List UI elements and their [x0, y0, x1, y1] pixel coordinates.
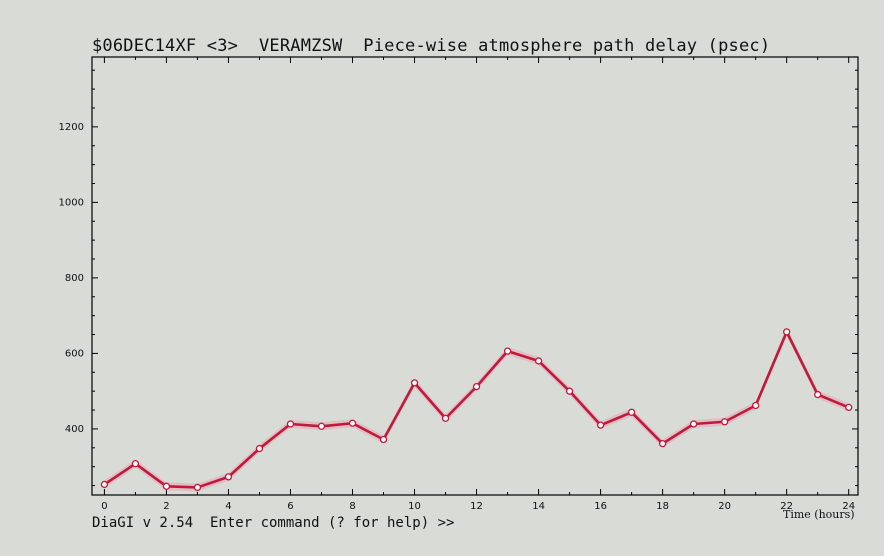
x-tick-label: 14: [532, 501, 545, 512]
data-point: [379, 435, 388, 444]
data-point: [317, 422, 326, 430]
x-tick-label: 18: [656, 501, 669, 512]
data-point: [410, 379, 419, 387]
data-point: [286, 420, 295, 428]
x-tick-label: 20: [718, 501, 731, 512]
data-point: [658, 439, 667, 448]
data-point: [534, 357, 543, 365]
x-tick-label: 2: [163, 501, 169, 512]
y-tick-label: 600: [65, 348, 84, 359]
data-point: [845, 403, 853, 412]
series-line: [103, 330, 850, 489]
data-point: [348, 419, 357, 427]
data-point: [503, 347, 512, 355]
data-point: [627, 408, 636, 416]
x-axis-label: Time (hours): [783, 508, 855, 521]
error-band-area: [104, 327, 849, 492]
data-point: [596, 421, 605, 429]
data-point: [814, 390, 822, 399]
x-tick-label: 12: [470, 501, 483, 512]
series-line-group: [103, 330, 850, 489]
data-point: [565, 387, 574, 395]
x-tick-label: 6: [287, 501, 293, 512]
x-tick-label: 16: [594, 501, 607, 512]
data-points: [100, 328, 853, 492]
x-tick-label: 4: [225, 501, 231, 512]
data-point: [162, 482, 171, 490]
y-tick-label: 800: [65, 273, 84, 284]
data-point: [689, 420, 698, 428]
y-tick-label: 1000: [59, 197, 84, 208]
x-tick-label: 24: [842, 501, 855, 512]
data-point: [752, 401, 760, 410]
chart-title: $06DEC14XF <3> VERAMZSW Piece-wise atmos…: [92, 36, 771, 56]
data-point: [255, 444, 264, 453]
data-point: [783, 328, 791, 336]
x-tick-label: 8: [349, 501, 355, 512]
plot-frame: [91, 56, 859, 496]
x-tick-label: 0: [101, 501, 107, 512]
data-point: [131, 460, 140, 468]
command-prompt[interactable]: DiaGI v 2.54 Enter command (? for help) …: [92, 515, 455, 531]
error-band: [104, 327, 849, 492]
data-point: [472, 382, 481, 391]
y-tick-label: 1200: [59, 122, 84, 133]
x-tick-label: 10: [408, 501, 421, 512]
data-point: [720, 418, 729, 426]
data-point: [441, 414, 450, 423]
data-point: [193, 483, 202, 492]
x-tick-label: 22: [780, 501, 793, 512]
data-point: [100, 480, 109, 489]
data-point: [224, 473, 233, 481]
y-tick-label: 400: [65, 424, 84, 435]
